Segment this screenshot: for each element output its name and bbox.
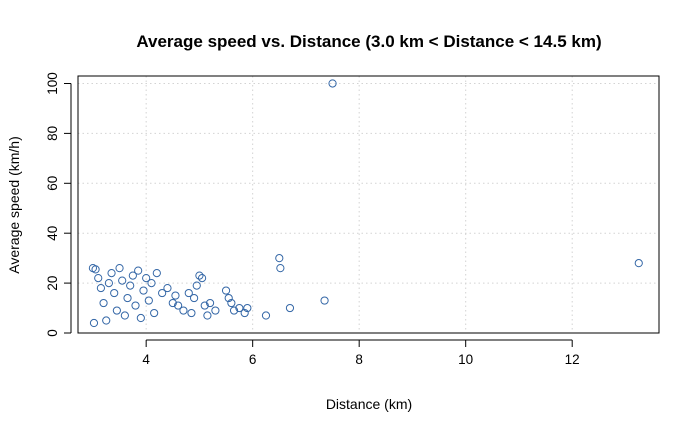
data-point (634, 259, 643, 268)
data-point (235, 303, 244, 313)
data-point (115, 264, 124, 273)
y-axis-label: Average speed (km/h) (6, 136, 22, 273)
data-point (118, 276, 127, 285)
data-point (147, 278, 156, 288)
data-point (158, 288, 167, 298)
data-point (171, 291, 180, 300)
data-point (200, 301, 209, 310)
data-point (139, 286, 148, 295)
axes: 4 6 8 10 12 0 20 40 60 80 100 (45, 72, 580, 367)
data-point (221, 286, 231, 295)
data-point (104, 278, 113, 288)
data-point (211, 306, 220, 315)
data-point (189, 293, 199, 303)
data-point (243, 303, 252, 313)
data-point (205, 298, 215, 308)
chart-title: Average speed vs. Distance (3.0 km < Dis… (136, 32, 601, 51)
data-point (229, 306, 239, 315)
data-point (285, 303, 295, 313)
y-tick-label: 80 (45, 126, 60, 141)
data-point (197, 274, 207, 283)
data-point (179, 306, 188, 315)
data-point (152, 269, 161, 278)
data-point (123, 293, 132, 303)
data-point (168, 298, 177, 308)
x-tick-label: 10 (458, 352, 473, 367)
data-point (240, 308, 249, 318)
data-point (134, 266, 143, 275)
data-point (163, 283, 172, 293)
x-axis-label: Distance (km) (326, 396, 412, 412)
data-point (203, 311, 212, 320)
y-tick-label: 40 (45, 226, 60, 241)
data-point (131, 301, 140, 310)
data-point (224, 293, 233, 303)
data-point (96, 283, 105, 293)
data-point (107, 269, 116, 278)
plot-frame (77, 75, 660, 334)
data-point (102, 316, 111, 325)
data-points (88, 79, 643, 328)
data-point (142, 274, 151, 283)
y-tick-label: 0 (45, 329, 60, 337)
x-tick-label: 6 (249, 352, 257, 367)
data-point (275, 254, 284, 263)
data-point (120, 311, 129, 320)
data-point (89, 318, 99, 328)
data-point (91, 265, 100, 274)
data-point (195, 271, 204, 280)
x-tick-label: 8 (355, 352, 363, 367)
y-tick-label: 100 (45, 72, 60, 95)
x-tick-label: 4 (142, 352, 150, 367)
data-point (192, 281, 201, 290)
data-point (94, 274, 103, 283)
data-point (187, 308, 196, 318)
data-point (320, 296, 329, 305)
data-point (110, 288, 119, 298)
x-tick-label: 12 (565, 352, 580, 367)
data-point (174, 301, 183, 310)
data-point (276, 264, 285, 273)
data-point (144, 296, 153, 305)
y-tick-label: 20 (45, 276, 60, 291)
data-point (261, 311, 271, 320)
data-point (328, 79, 337, 88)
data-point (128, 271, 137, 280)
y-tick-label: 60 (45, 176, 60, 191)
data-point (184, 288, 193, 298)
data-point (126, 281, 135, 290)
data-point (150, 308, 159, 318)
data-point (112, 306, 121, 315)
data-point (227, 298, 236, 308)
data-point (136, 313, 145, 323)
data-point (99, 298, 108, 308)
